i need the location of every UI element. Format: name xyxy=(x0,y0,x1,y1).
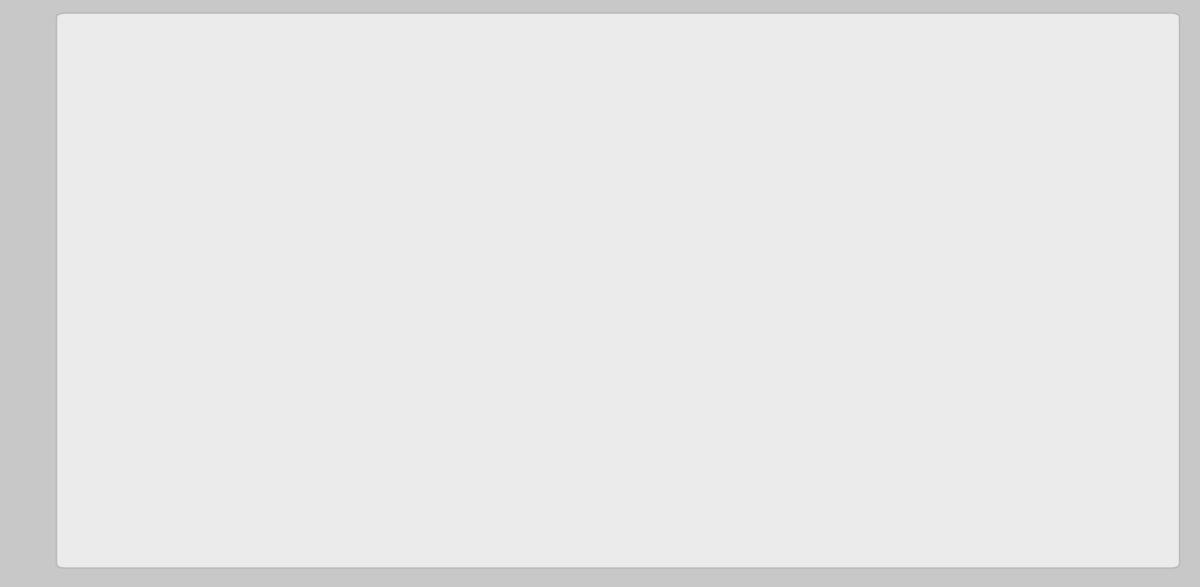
FancyBboxPatch shape xyxy=(66,418,226,497)
Text: If it is convergent, evaluate it. (If the quantity diverges, enter DIVERGES.): If it is convergent, evaluate it. (If th… xyxy=(68,368,991,392)
Text: $(x-6)$: $(x-6)$ xyxy=(218,172,295,198)
Text: dx: dx xyxy=(350,135,380,159)
Text: 4: 4 xyxy=(256,113,275,141)
Text: divergent: divergent xyxy=(107,293,227,317)
Text: $\int$: $\int$ xyxy=(162,96,218,214)
Text: convergent: convergent xyxy=(107,233,248,257)
Text: 3: 3 xyxy=(292,160,302,178)
Text: 6: 6 xyxy=(192,195,204,214)
Text: 8: 8 xyxy=(206,97,218,116)
Text: Determine whether the integral is convergent or divergent.: Determine whether the integral is conver… xyxy=(74,42,900,70)
